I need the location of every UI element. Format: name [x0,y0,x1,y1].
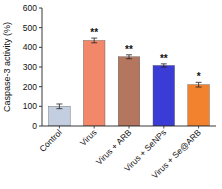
y-tick [39,27,42,28]
bar [188,85,210,126]
x-tick-label: Virus + Se@ARB [150,127,204,181]
y-axis-title: Caspase-3 activity (%) [2,22,12,112]
x-tick [59,126,60,129]
x-tick [129,126,130,129]
x-tick [163,126,164,129]
bar [49,106,71,126]
x-tick-label: Control [37,127,64,154]
bar [83,40,105,126]
x-tick-label: Virus [78,127,99,148]
significance-mark: ** [125,44,133,55]
bar [118,57,140,126]
error-bar [161,64,167,67]
bar [153,65,175,126]
chart-svg: *******0100200300400500600ControlVirusVi… [0,0,222,189]
significance-mark: * [197,71,201,82]
y-tick [39,67,42,68]
x-tick [198,126,199,129]
y-tick [39,47,42,48]
error-bar [126,55,132,59]
y-tick-label: 200 [23,82,37,92]
chart-root: *******0100200300400500600ControlVirusVi… [0,0,222,189]
y-tick-label: 0 [32,121,37,131]
y-tick [39,86,42,87]
y-tick [39,106,42,107]
y-tick-label: 600 [23,3,37,13]
x-tick [94,126,95,129]
error-bar [56,104,62,109]
y-tick [39,126,42,127]
y-tick-label: 100 [23,101,37,111]
error-bar [196,82,202,87]
significance-mark: ** [90,27,98,38]
y-tick-label: 400 [23,42,37,52]
y-tick-label: 500 [23,23,37,33]
significance-mark: ** [160,53,168,64]
y-tick [39,8,42,9]
error-bar [91,38,97,43]
y-tick-label: 300 [23,62,37,72]
bars [49,38,210,126]
